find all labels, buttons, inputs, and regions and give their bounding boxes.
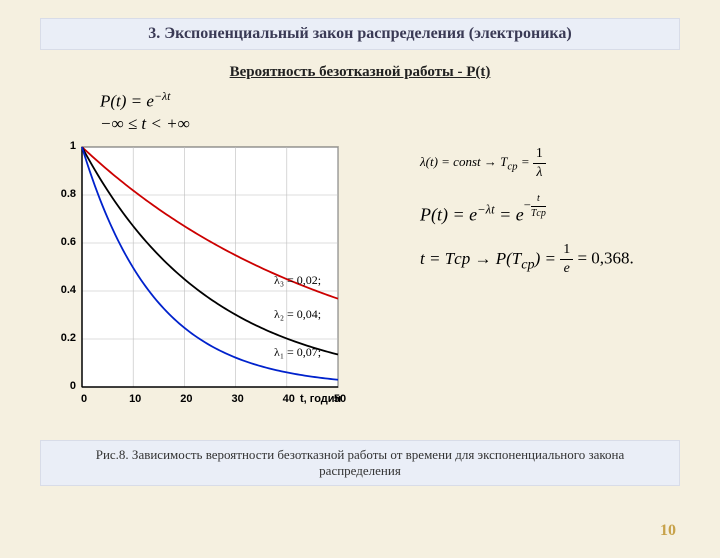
side-equations: λ(t) = const → Tср = 1λ P(t) = e−λt = e−… <box>420 147 680 294</box>
eq-Pt-expanded: P(t) = e−λt = e−tTср <box>420 198 680 225</box>
formula-domain: −∞ ≤ t < +∞ <box>100 113 190 135</box>
eq-lambda-const: λ(t) = const → Tср = 1λ <box>420 147 680 180</box>
ytick-label: 0 <box>46 380 76 392</box>
formula-main: P(t) = e−λt −∞ ≤ t < +∞ <box>100 89 190 135</box>
xtick-label: 10 <box>123 393 147 405</box>
xtick-label: 0 <box>72 393 96 405</box>
slide-title: 3. Экспоненциальный закон распределения … <box>40 18 680 50</box>
xtick-label: 20 <box>174 393 198 405</box>
xtick-label: 30 <box>226 393 250 405</box>
lambda-annotation: λ₂ = 0,04; <box>274 307 321 322</box>
figure-caption: Рис.8. Зависимость вероятности безотказн… <box>40 440 680 486</box>
content-area: P(t) = e−λt −∞ ≤ t < +∞ 00.20.40.60.8101… <box>40 89 680 434</box>
ytick-label: 1 <box>46 140 76 152</box>
ytick-label: 0.8 <box>46 188 76 200</box>
eq-t-equals-Tcp: t = Tср → P(Tср) = 1e = 0,368. <box>420 243 680 276</box>
ytick-label: 0.6 <box>46 236 76 248</box>
formula-exp: −λt <box>154 89 170 103</box>
reliability-chart: 00.20.40.60.8101020304050t, годинλ₃ = 0,… <box>40 137 380 427</box>
ytick-label: 0.2 <box>46 332 76 344</box>
x-axis-label: t, годин <box>300 393 341 405</box>
page-number: 10 <box>660 522 676 540</box>
xtick-label: 40 <box>277 393 301 405</box>
lambda-annotation: λ₃ = 0,02; <box>274 273 321 288</box>
formula-Pt: P(t) = e <box>100 92 154 111</box>
ytick-label: 0.4 <box>46 284 76 296</box>
subtitle: Вероятность безотказной работы - P(t) <box>0 64 720 81</box>
lambda-annotation: λ₁ = 0,07; <box>274 345 321 360</box>
